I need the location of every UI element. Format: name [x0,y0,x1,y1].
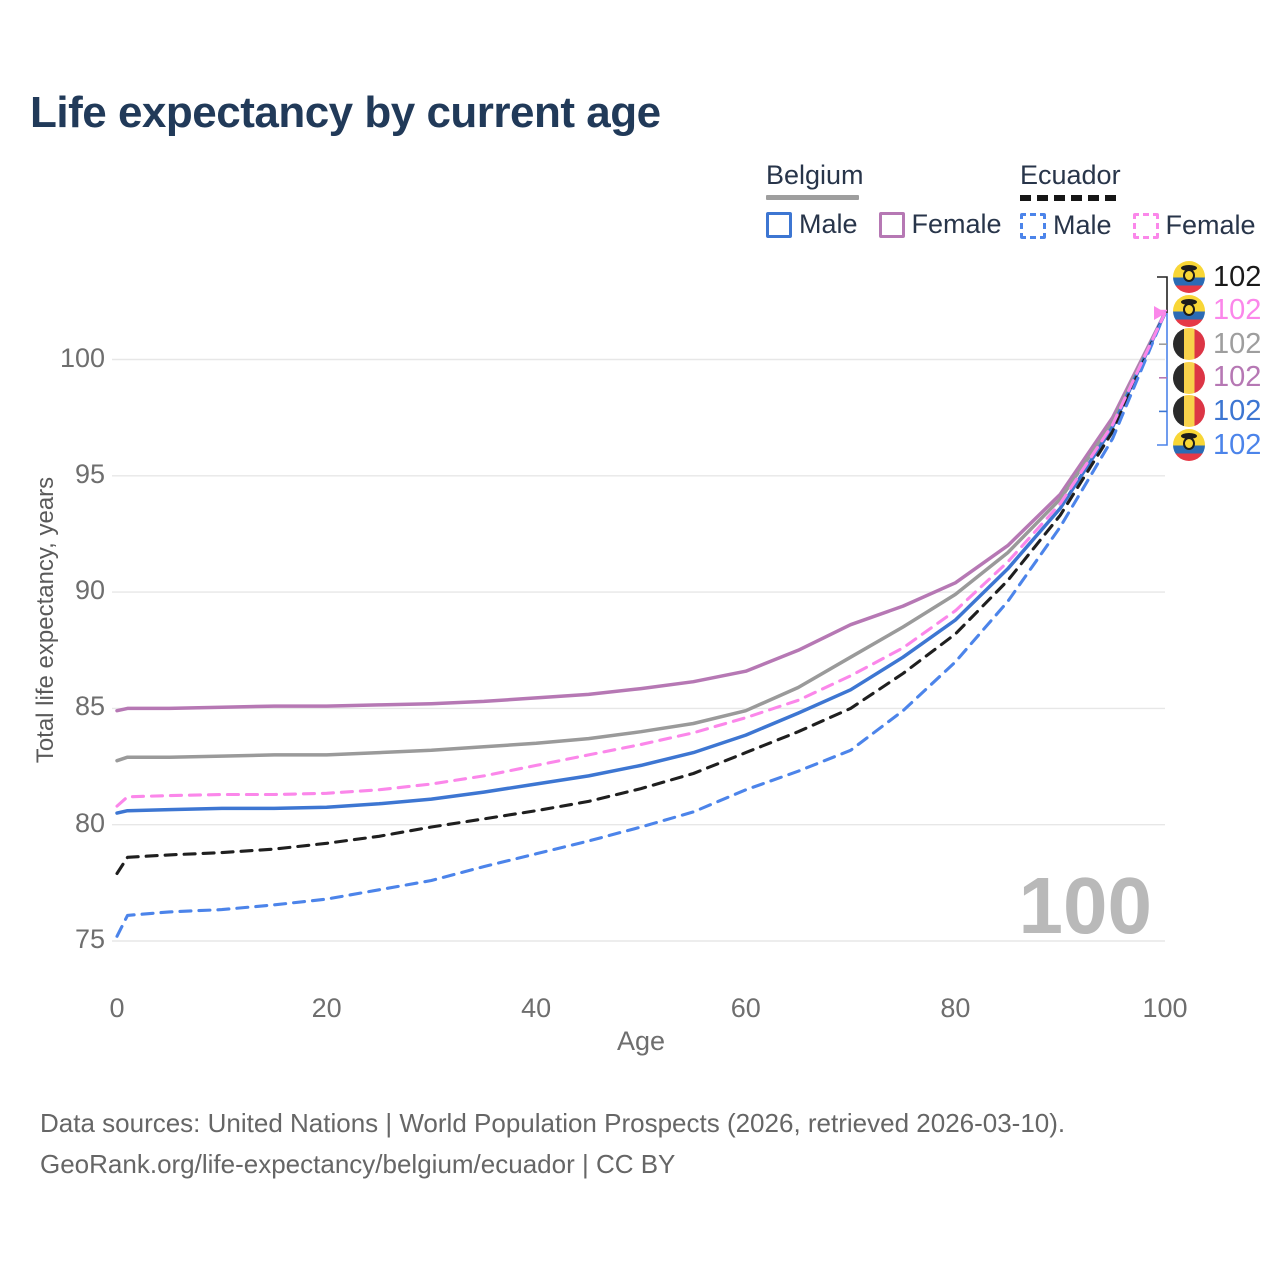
legend-ecuador-items: Male Female [1020,210,1256,241]
series-end-label[interactable]: 102 [1173,327,1261,361]
series-line-ecuador-male[interactable] [115,311,1167,938]
ecuador-female-label: Female [1165,210,1256,240]
series-end-label[interactable]: 102 [1173,428,1261,462]
x-tick-label: 40 [521,993,552,1023]
series-end-label[interactable]: 102 [1173,394,1261,428]
label-connector-top [1157,276,1168,313]
series-end-label[interactable]: 102 [1173,260,1261,294]
belgium-flag-icon [1173,361,1205,394]
ecuador-female-swatch-icon [1132,212,1159,239]
series-end-value: 102 [1213,294,1262,327]
x-tick-label: 60 [730,993,761,1023]
belgium-male-label: Male [799,209,858,239]
belgium-female-swatch-icon [878,211,905,238]
page-title: Life expectancy by current age [30,88,661,137]
legend-ecuador-label: Ecuador [1020,160,1121,190]
y-tick-label: 90 [74,575,105,606]
legend-ecuador-header[interactable]: Ecuador [1020,160,1256,201]
flag-crest [1181,433,1197,439]
y-axis-title: Total life expectancy, years [32,476,59,764]
ecuador-dashed-line-swatch [1020,195,1120,201]
series-endpoint-marker [1154,305,1166,320]
legend-belgium-header[interactable]: Belgium [766,160,1002,200]
series-line-ecuador-total[interactable] [115,311,1167,876]
x-tick-label: 0 [109,993,125,1023]
series-end-value: 102 [1213,394,1262,427]
flag-crest [1183,437,1195,450]
footer: Data sources: United Nations | World Pop… [40,1103,1065,1185]
legend-item-belgium-male[interactable]: Male [766,209,858,240]
ecuador-flag-icon [1173,261,1205,293]
legend-belgium-label: Belgium [766,160,864,190]
flag-crest [1183,269,1195,282]
belgium-flag-icon [1173,328,1205,361]
series-end-value: 102 [1213,428,1262,461]
series-end-value: 102 [1213,327,1262,360]
series-line-belgium-female[interactable] [115,311,1167,713]
label-connector-bottom [1157,312,1168,446]
legend-item-ecuador-male[interactable]: Male [1020,210,1112,241]
legend-item-ecuador-female[interactable]: Female [1132,210,1256,241]
series-end-label[interactable]: 102 [1173,361,1261,395]
ecuador-male-swatch-icon [1020,212,1046,239]
belgium-female-label: Female [911,209,1002,239]
legend-belgium-items: Male Female [766,209,1002,240]
x-axis-title: Age [616,1026,666,1056]
ecuador-flag-icon [1173,429,1205,461]
legend-group-ecuador: Ecuador Male Female [1020,160,1256,241]
series-line-belgium-total[interactable] [115,311,1167,763]
x-tick-label: 100 [1142,993,1188,1023]
source-url-text[interactable]: GeoRank.org/life-expectancy/belgium/ecua… [40,1149,676,1179]
y-tick-label: 100 [59,342,105,373]
series-line-ecuador-female[interactable] [115,311,1167,808]
age-counter-watermark: 100 [1018,861,1152,950]
y-tick-label: 80 [74,807,105,838]
flag-crest [1181,298,1197,305]
flag-crest [1181,265,1197,271]
series-end-value: 102 [1213,260,1262,293]
y-tick-label: 95 [74,458,105,489]
y-tick-label: 75 [74,924,105,954]
x-tick-label: 80 [940,993,971,1023]
x-tick-label: 20 [311,993,342,1023]
legend-item-belgium-female[interactable]: Female [878,209,1002,240]
series-end-label[interactable]: 102 [1173,294,1261,328]
series-line-belgium-male[interactable] [115,311,1167,815]
belgium-solid-line-swatch [766,195,859,200]
data-sources-text: Data sources: United Nations | World Pop… [40,1108,1066,1138]
belgium-male-swatch-icon [766,211,792,238]
ecuador-male-label: Male [1053,210,1112,240]
series-end-value: 102 [1213,361,1262,394]
legend-group-belgium: Belgium Male Female [766,160,1002,240]
belgium-flag-icon [1173,395,1205,428]
y-tick-label: 85 [74,691,105,722]
flag-crest [1183,302,1195,316]
ecuador-flag-icon [1173,294,1205,327]
